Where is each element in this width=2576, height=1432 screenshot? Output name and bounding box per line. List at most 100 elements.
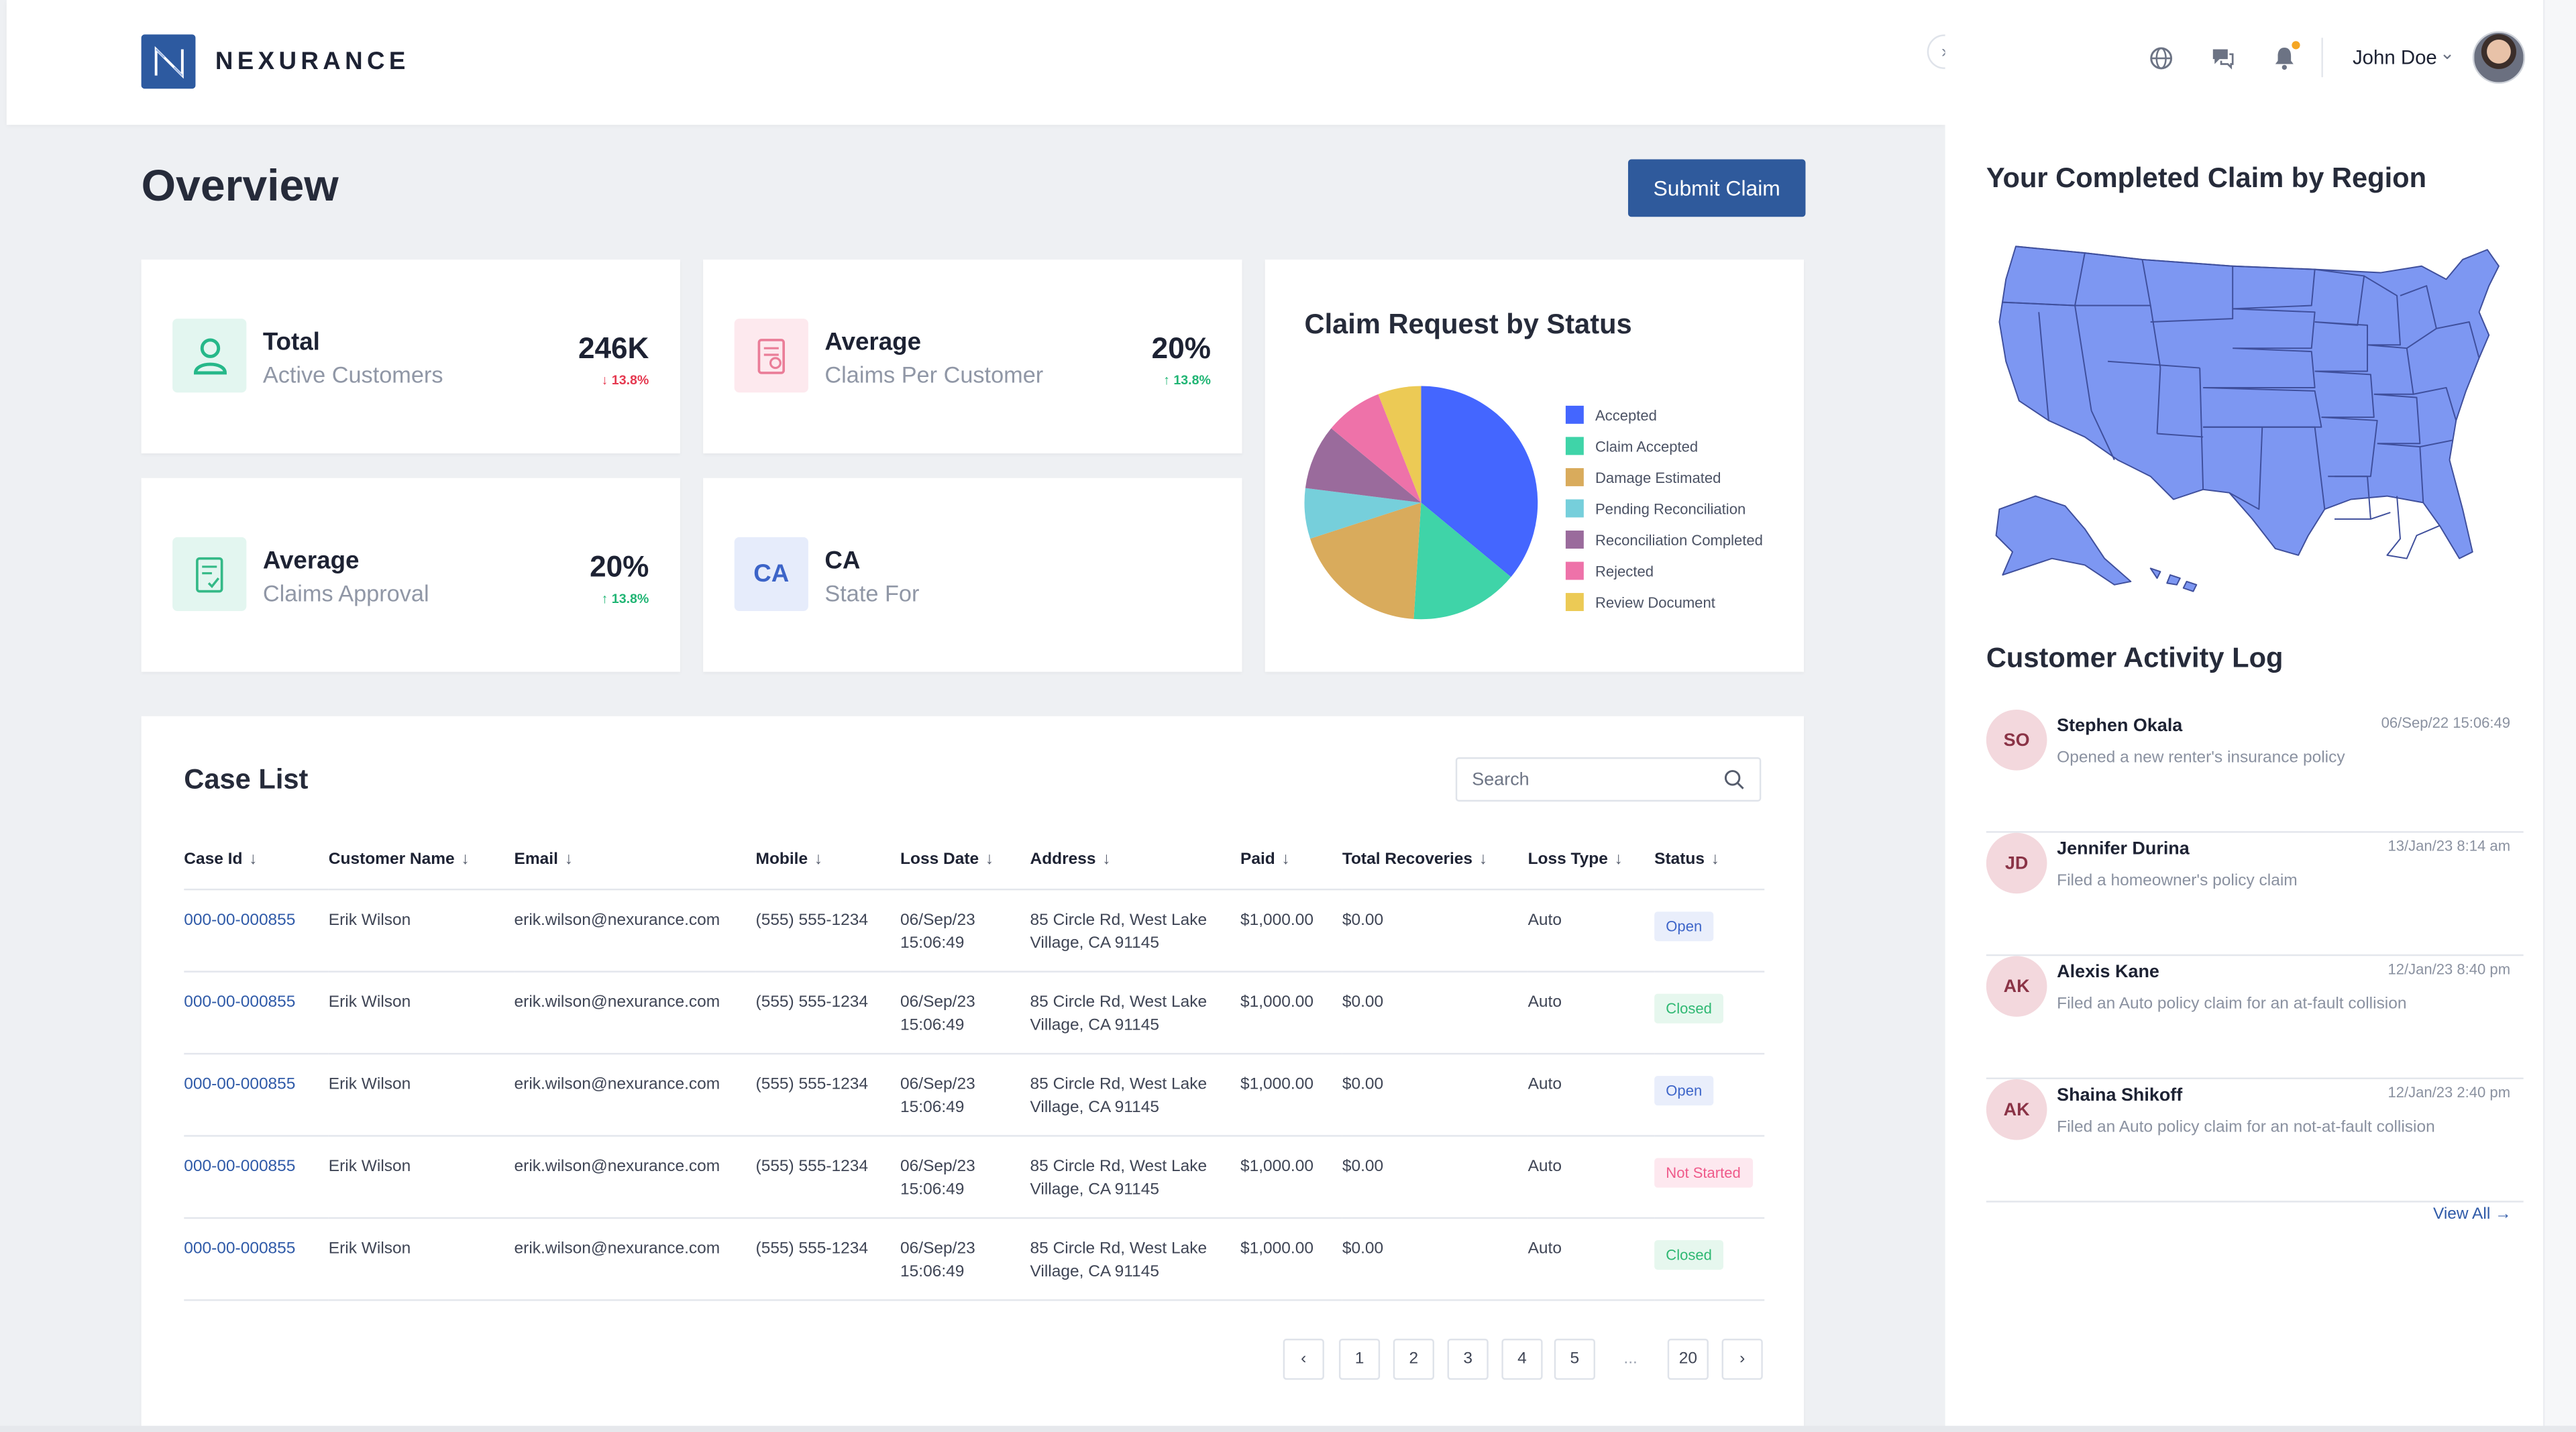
column-label: Mobile [755, 851, 808, 870]
prev-page-chevron-icon[interactable]: ‹ [1283, 1338, 1324, 1380]
legend-item[interactable]: Claim Accepted [1565, 431, 1763, 462]
legend-item[interactable]: Reconciliation Completed [1565, 524, 1763, 555]
page-button-4[interactable]: 4 [1501, 1338, 1543, 1380]
chat-icon[interactable] [2208, 43, 2237, 72]
us-map [1995, 245, 2500, 592]
page-button-5[interactable]: 5 [1554, 1338, 1595, 1380]
sort-arrow-icon[interactable]: ↓ [1102, 851, 1111, 870]
sort-arrow-icon[interactable]: ↓ [985, 851, 994, 870]
brand-logo[interactable]: NEXURANCE [141, 34, 410, 89]
search-field[interactable] [1455, 757, 1762, 802]
avatar[interactable] [2472, 31, 2526, 84]
table-row[interactable]: 000-00-000855 Erik Wilson erik.wilson@ne… [184, 1217, 1765, 1301]
pie-slice-rejected[interactable] [1331, 394, 1421, 503]
table-row[interactable]: 000-00-000855 Erik Wilson erik.wilson@ne… [184, 971, 1765, 1054]
column-header-loss-type[interactable]: Loss Type ↓ [1527, 832, 1655, 890]
legend-item[interactable]: Accepted [1565, 399, 1763, 431]
activity-log-title: Customer Activity Log [1986, 642, 2284, 674]
search-input[interactable] [1472, 769, 1724, 789]
case-id-link[interactable]: 000-00-000855 [184, 1135, 329, 1218]
activity-item[interactable]: AK Alexis Kane Filed an Auto policy clai… [1986, 956, 2524, 1079]
status-badge: Closed [1654, 1239, 1724, 1269]
activity-item[interactable]: AK Shaina Shikoff Filed an Auto policy c… [1986, 1079, 2524, 1203]
table-row[interactable]: 000-00-000855 Erik Wilson erik.wilson@ne… [184, 1052, 1765, 1136]
column-header-paid[interactable]: Paid ↓ [1240, 832, 1342, 890]
legend-item[interactable]: Review Document [1565, 586, 1763, 618]
legend-label: Damage Estimated [1595, 469, 1721, 486]
column-header-total-recoveries[interactable]: Total Recoveries ↓ [1342, 832, 1528, 890]
address-cell: 85 Circle Rd, West Lake Village, CA 91145 [1030, 1052, 1240, 1136]
stat-value: 20% [590, 550, 649, 584]
loss-type-cell: Auto [1527, 1135, 1655, 1218]
legend-item[interactable]: Pending Reconciliation [1565, 493, 1763, 525]
case-id-link[interactable]: 000-00-000855 [184, 1052, 329, 1136]
logo-mark-icon [141, 34, 196, 89]
legend-item[interactable]: Damage Estimated [1565, 461, 1763, 493]
view-all-link[interactable]: View All → [2433, 1206, 2512, 1224]
right-panel: John Doe ⌄ Your Completed Claim by Regio… [1945, 0, 2544, 1432]
page-button-1[interactable]: 1 [1338, 1338, 1381, 1380]
legend-label: Claim Accepted [1595, 437, 1699, 455]
stat-delta: ↑ 13.8% [602, 592, 649, 606]
column-header-case-id[interactable]: Case Id ↓ [184, 832, 329, 890]
activity-item[interactable]: JD Jennifer Durina Filed a homeowner's p… [1986, 832, 2524, 956]
column-header-email[interactable]: Email ↓ [514, 832, 756, 890]
avatar: SO [1986, 709, 2047, 771]
legend-item[interactable]: Rejected [1565, 555, 1763, 587]
activity-item[interactable]: SO Stephen Okala Opened a new renter's i… [1986, 709, 2524, 833]
pie-slice-accepted[interactable] [1421, 386, 1538, 577]
pie-slice-reconciliation-completed[interactable] [1305, 428, 1421, 503]
submit-claim-button[interactable]: Submit Claim [1627, 159, 1806, 217]
column-header-address[interactable]: Address ↓ [1030, 832, 1240, 890]
pie-slice-damage-estimated[interactable] [1310, 502, 1421, 619]
column-header-mobile[interactable]: Mobile ↓ [755, 832, 901, 890]
column-label: Address [1030, 851, 1096, 870]
case-id-link[interactable]: 000-00-000855 [184, 888, 329, 972]
case-id-link[interactable]: 000-00-000855 [184, 1217, 329, 1301]
sort-arrow-icon[interactable]: ↓ [1711, 851, 1720, 870]
email-cell: erik.wilson@nexurance.com [514, 1135, 756, 1218]
table-row[interactable]: 000-00-000855 Erik Wilson erik.wilson@ne… [184, 1135, 1765, 1218]
pie-slice-claim-accepted[interactable] [1413, 502, 1511, 620]
sort-arrow-icon[interactable]: ↓ [814, 851, 823, 870]
address-line-2: Village, CA 91145 [1030, 1180, 1159, 1199]
case-id-link[interactable]: 000-00-000855 [184, 971, 329, 1054]
user-name[interactable]: John Doe [2352, 46, 2437, 69]
loss-time: 15:06:49 [900, 1262, 965, 1280]
table-row[interactable]: 000-00-000855 Erik Wilson erik.wilson@ne… [184, 888, 1765, 972]
legend-label: Pending Reconciliation [1595, 500, 1746, 517]
page-button-3[interactable]: 3 [1447, 1338, 1489, 1380]
sort-arrow-icon[interactable]: ↓ [564, 851, 573, 870]
column-label: Loss Date [900, 851, 979, 870]
address-line-2: Village, CA 91145 [1030, 1262, 1159, 1280]
address-line-1: 85 Circle Rd, West Lake [1030, 910, 1208, 929]
bell-icon[interactable] [2269, 41, 2300, 72]
case-table: Case Id ↓ Customer Name ↓ Email ↓ Mobile ↓ L… [184, 832, 1765, 1301]
address-line-2: Village, CA 91145 [1030, 1098, 1159, 1117]
column-header-customer-name[interactable]: Customer Name ↓ [328, 832, 515, 890]
sort-arrow-icon[interactable]: ↓ [249, 851, 258, 870]
column-header-loss-date[interactable]: Loss Date ↓ [900, 832, 1030, 890]
globe-icon[interactable] [2145, 43, 2175, 72]
sort-arrow-icon[interactable]: ↓ [461, 851, 470, 870]
sort-arrow-icon[interactable]: ↓ [1281, 851, 1290, 870]
sort-arrow-icon[interactable]: ↓ [1479, 851, 1488, 870]
stat-delta-value: 13.8% [1173, 372, 1211, 388]
page-button-last[interactable]: 20 [1667, 1338, 1709, 1380]
chart-title: Claim Request by Status [1304, 309, 1632, 340]
paid-cell: $1,000.00 [1240, 888, 1342, 972]
recoveries-cell: $0.00 [1342, 1217, 1528, 1301]
recoveries-cell: $0.00 [1342, 971, 1528, 1054]
stat-subtitle: Active Customers [262, 361, 443, 388]
next-page-chevron-icon[interactable]: › [1721, 1338, 1763, 1380]
search-icon[interactable] [1723, 769, 1745, 790]
pie-slice-pending-reconciliation[interactable] [1304, 488, 1421, 539]
sort-arrow-icon[interactable]: ↓ [1614, 851, 1623, 870]
chevron-down-icon[interactable]: ⌄ [2439, 44, 2455, 64]
pie-slice-review-document[interactable] [1378, 386, 1421, 503]
page-button-2[interactable]: 2 [1393, 1338, 1434, 1380]
stat-subtitle: State For [824, 580, 920, 606]
scrollbar[interactable] [2543, 0, 2576, 1432]
document-icon [734, 319, 808, 393]
column-header-status[interactable]: Status ↓ [1654, 832, 1765, 890]
